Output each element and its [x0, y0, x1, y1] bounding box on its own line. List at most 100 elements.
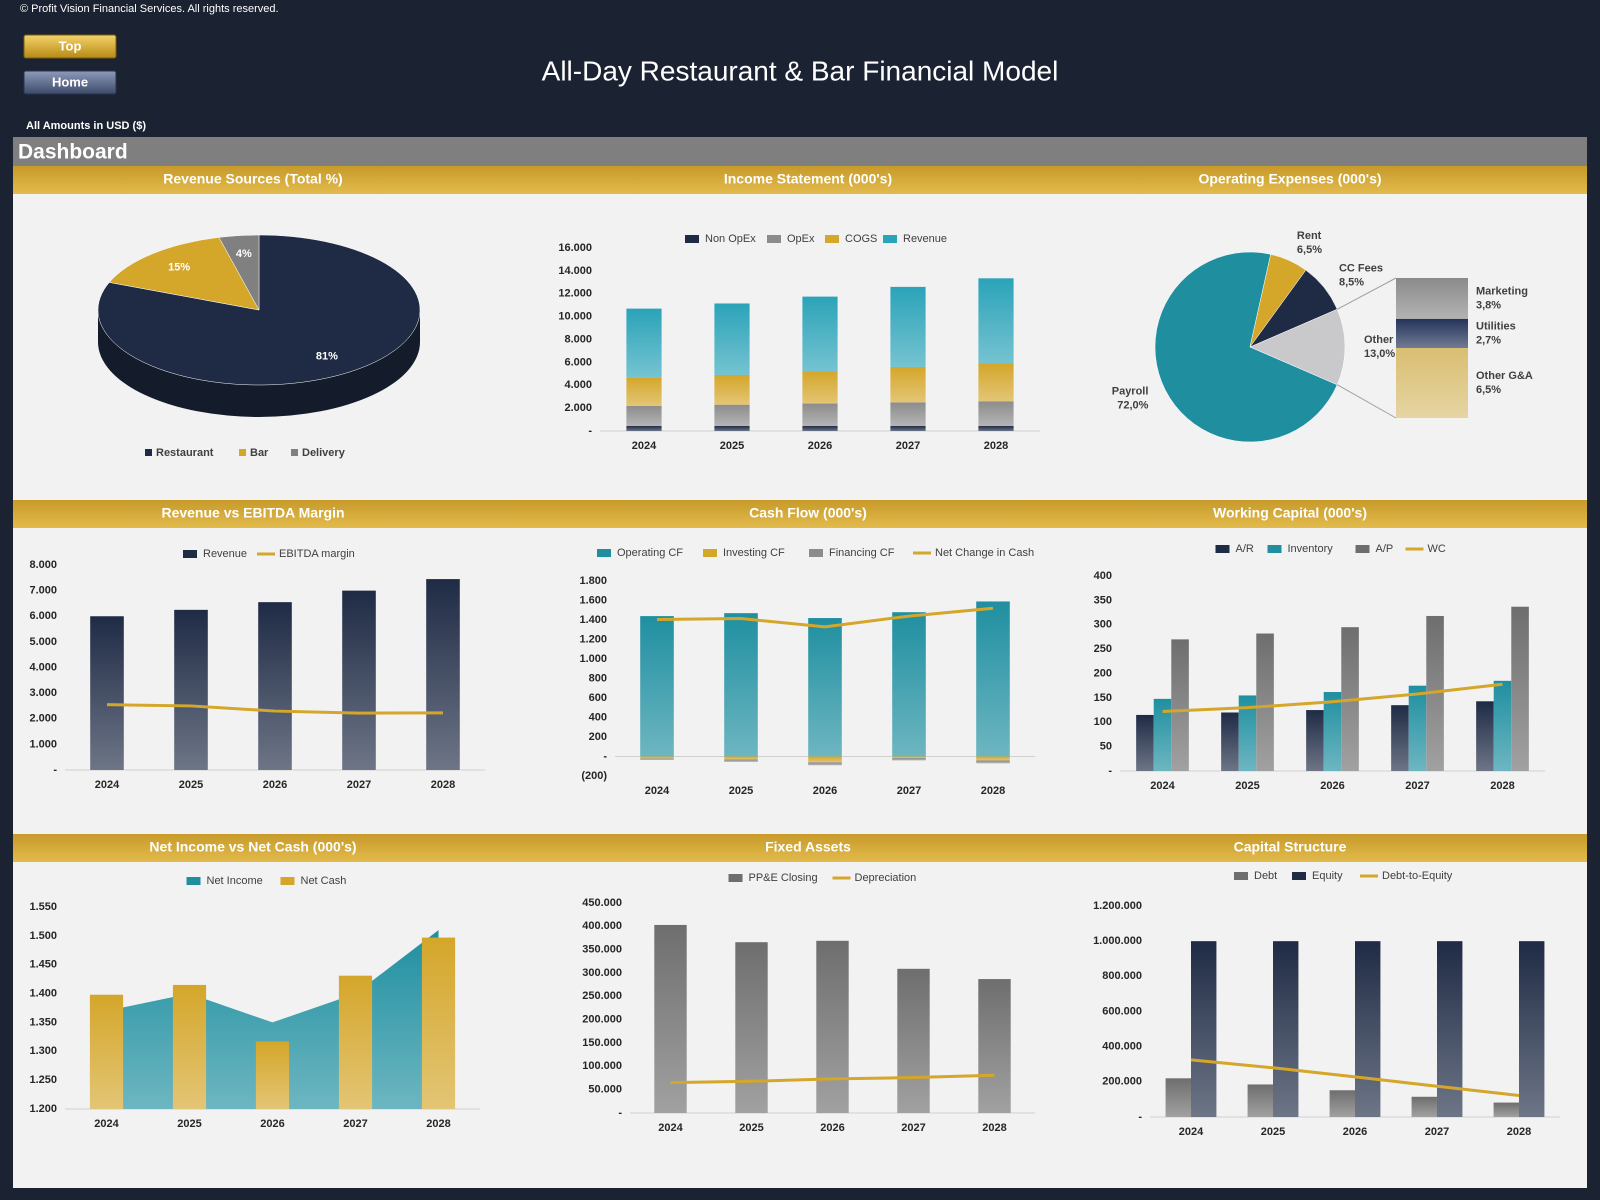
home-button-label[interactable]: Home: [52, 74, 88, 89]
legend-label: WC: [1428, 543, 1446, 555]
x-tick-label: 2028: [1490, 780, 1514, 792]
bar: [724, 613, 758, 757]
bar: [890, 402, 926, 426]
y-tick-label: 1.300: [29, 1045, 57, 1057]
bar: [978, 278, 1014, 364]
y-tick-label: 1.200: [579, 633, 607, 645]
bar: [978, 363, 1014, 402]
bar: [1437, 941, 1463, 1117]
chart-title: Income Statement (000's): [724, 171, 892, 187]
y-tick-label: 300.000: [582, 967, 622, 979]
bar: [978, 425, 1014, 431]
pie-slice: [218, 234, 260, 311]
legend-label: Debt: [1254, 870, 1277, 882]
top-button[interactable]: Top: [23, 34, 117, 59]
bar: [1391, 705, 1409, 771]
bar: [714, 404, 750, 426]
top-button-bg[interactable]: [23, 34, 117, 59]
x-tick-label: 2026: [808, 440, 832, 452]
bar: [1323, 692, 1342, 771]
legend-label: OpEx: [787, 233, 815, 245]
bar: [802, 296, 838, 372]
x-tick-label: 2026: [1343, 1126, 1367, 1138]
bar: [1165, 1078, 1191, 1117]
y-tick-label: 4.000: [29, 661, 57, 673]
legend-label: Restaurant: [156, 447, 214, 459]
y-tick-label: 100: [1094, 716, 1112, 728]
x-tick-label: 2025: [1235, 780, 1259, 792]
x-tick-label: 2026: [263, 779, 287, 791]
legend-label: Financing CF: [829, 547, 895, 559]
x-tick-label: 2024: [95, 779, 120, 791]
sub-bar-segment: [1396, 278, 1468, 319]
legend-swatch: [809, 549, 823, 557]
row-header: [13, 166, 1587, 194]
bar: [1191, 941, 1217, 1117]
y-tick-label: 200: [589, 731, 607, 743]
x-tick-label: 2028: [982, 1122, 1006, 1134]
y-tick-label: 800: [589, 672, 607, 684]
legend-label: Inventory: [1288, 543, 1334, 555]
x-tick-label: 2025: [1261, 1126, 1285, 1138]
connector: [1336, 384, 1397, 419]
bar: [892, 612, 926, 757]
bar: [976, 601, 1010, 757]
y-tick-label: 1.000: [579, 653, 607, 665]
x-tick-label: 2027: [1405, 780, 1429, 792]
line: [1162, 682, 1503, 714]
top-button-label[interactable]: Top: [59, 38, 82, 53]
y-tick-label: 14.000: [558, 265, 592, 277]
page-title: All-Day Restaurant & Bar Financial Model: [542, 55, 1059, 86]
legend-label: A/R: [1236, 543, 1254, 555]
legend-label: COGS: [845, 233, 877, 245]
y-tick-label: 200.000: [582, 1014, 622, 1026]
y-tick-label: 1.450: [29, 959, 57, 971]
bar: [976, 756, 1010, 761]
bar: [1355, 941, 1381, 1117]
line: [1190, 1058, 1520, 1098]
x-tick-label: 2024: [1179, 1126, 1204, 1138]
y-tick-label: 5.000: [29, 636, 57, 648]
legend-label: EBITDA margin: [279, 548, 355, 560]
y-tick-label: 7.000: [29, 585, 57, 597]
x-tick-label: 2024: [632, 440, 657, 452]
home-button-bg[interactable]: [23, 70, 117, 95]
chart-title: Revenue Sources (Total %): [163, 171, 342, 187]
bar: [626, 425, 662, 431]
sub-value-label: 2,7%: [1476, 334, 1501, 346]
y-tick-label: 350.000: [582, 944, 622, 956]
legend-label: Debt-to-Equity: [1382, 870, 1453, 882]
bar: [735, 942, 768, 1113]
bar: [714, 303, 750, 375]
bar: [1493, 1102, 1519, 1117]
y-tick-label: 400: [1094, 570, 1112, 582]
legend-swatch: [186, 877, 201, 885]
y-tick-label: 6.000: [29, 610, 57, 622]
sub-category-label: Utilities: [1476, 320, 1516, 332]
legend-label: Bar: [250, 447, 269, 459]
bar: [626, 377, 662, 406]
copyright: © Profit Vision Financial Services. All …: [20, 3, 279, 15]
y-tick-label: -: [1108, 765, 1112, 777]
chart-title: Operating Expenses (000's): [1198, 171, 1381, 187]
x-tick-label: 2028: [1507, 1126, 1531, 1138]
legend-swatch: [825, 235, 839, 243]
bar: [1411, 1096, 1437, 1117]
bar: [90, 616, 124, 770]
legend-swatch: [703, 549, 717, 557]
bar: [421, 937, 456, 1109]
bar: [890, 286, 926, 367]
bar: [654, 924, 687, 1113]
pie-value-label: 8,5%: [1339, 277, 1364, 289]
pie-slice: [1154, 251, 1338, 443]
chart-title: Capital Structure: [1234, 839, 1347, 855]
legend-label: Revenue: [903, 233, 947, 245]
pie-category-label: Rent: [1297, 230, 1322, 242]
sub-value-label: 6,5%: [1476, 384, 1501, 396]
y-tick-label: -: [603, 750, 607, 762]
row-header: [13, 834, 1587, 862]
legend-swatch: [291, 449, 298, 456]
bar: [258, 602, 292, 770]
home-button[interactable]: Home: [23, 70, 117, 95]
bar: [1306, 710, 1324, 771]
